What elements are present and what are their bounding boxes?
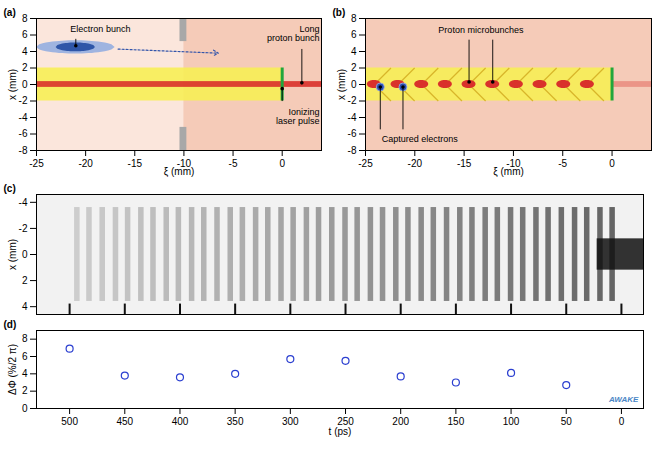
svg-text:2: 2 — [351, 62, 357, 73]
svg-text:-8: -8 — [348, 145, 357, 156]
svg-text:0: 0 — [351, 79, 357, 90]
svg-text:ΔΦ (%/2 π): ΔΦ (%/2 π) — [7, 344, 18, 395]
svg-text:Electron bunch: Electron bunch — [70, 24, 130, 34]
svg-text:-4: -4 — [19, 197, 28, 208]
svg-text:x (mm): x (mm) — [7, 69, 18, 100]
svg-text:200: 200 — [392, 416, 409, 427]
svg-text:(a): (a) — [4, 7, 16, 18]
svg-text:t (ps): t (ps) — [329, 426, 352, 437]
svg-text:2: 2 — [22, 385, 28, 396]
svg-text:-15: -15 — [128, 158, 143, 169]
svg-text:(b): (b) — [333, 7, 346, 18]
svg-text:-4: -4 — [348, 112, 357, 123]
svg-text:250: 250 — [337, 415, 354, 427]
svg-text:(c): (c) — [4, 183, 16, 194]
svg-text:350: 350 — [227, 416, 244, 427]
svg-text:-5: -5 — [558, 158, 567, 169]
svg-text:100: 100 — [503, 416, 520, 427]
svg-text:Ionizinglaser pulse: Ionizinglaser pulse — [276, 107, 320, 126]
svg-text:2: 2 — [22, 275, 28, 286]
svg-text:-15: -15 — [457, 158, 472, 169]
svg-text:500: 500 — [61, 416, 78, 427]
svg-text:Proton microbunches: Proton microbunches — [438, 25, 524, 35]
svg-text:300: 300 — [282, 416, 299, 427]
svg-text:0: 0 — [609, 158, 615, 169]
svg-text:-20: -20 — [408, 158, 423, 169]
svg-text:-20: -20 — [78, 158, 93, 169]
svg-text:0: 0 — [22, 403, 28, 414]
svg-text:-6: -6 — [19, 128, 28, 139]
svg-text:8: 8 — [351, 13, 357, 24]
svg-text:400: 400 — [172, 416, 189, 427]
svg-text:0: 0 — [22, 79, 28, 90]
svg-text:-10: -10 — [176, 157, 192, 169]
svg-text:450: 450 — [116, 416, 133, 427]
svg-text:4: 4 — [351, 46, 357, 57]
svg-text:0: 0 — [279, 158, 285, 169]
svg-text:6: 6 — [351, 29, 357, 40]
svg-text:-5: -5 — [229, 158, 238, 169]
svg-text:ξ (mm): ξ (mm) — [164, 166, 195, 178]
svg-text:0: 0 — [619, 416, 625, 427]
svg-text:Longproton bunch: Longproton bunch — [267, 24, 320, 43]
svg-text:-8: -8 — [19, 145, 28, 156]
svg-text:ξ (mm): ξ (mm) — [493, 166, 524, 178]
svg-text:-25: -25 — [29, 158, 44, 169]
svg-text:6: 6 — [22, 351, 28, 362]
svg-text:-2: -2 — [348, 95, 357, 106]
svg-text:8: 8 — [22, 333, 28, 344]
svg-text:4: 4 — [22, 368, 28, 379]
svg-text:0: 0 — [22, 249, 28, 260]
svg-text:AWAKE: AWAKE — [608, 395, 639, 404]
svg-text:8: 8 — [22, 13, 28, 24]
svg-text:-6: -6 — [348, 128, 357, 139]
svg-text:150: 150 — [448, 416, 465, 427]
svg-text:-2: -2 — [19, 95, 28, 106]
svg-text:-4: -4 — [19, 112, 28, 123]
svg-text:x (mm): x (mm) — [7, 239, 18, 270]
svg-text:Captured electrons: Captured electrons — [382, 134, 459, 144]
svg-text:-25: -25 — [358, 158, 373, 169]
svg-text:6: 6 — [22, 29, 28, 40]
svg-text:4: 4 — [22, 46, 28, 57]
svg-text:4: 4 — [22, 301, 28, 312]
svg-text:2: 2 — [22, 62, 28, 73]
svg-text:-10: -10 — [506, 157, 521, 169]
svg-text:50: 50 — [561, 416, 573, 427]
svg-text:-2: -2 — [19, 223, 28, 234]
svg-text:x (mm): x (mm) — [336, 69, 347, 100]
svg-text:(d): (d) — [4, 319, 17, 330]
